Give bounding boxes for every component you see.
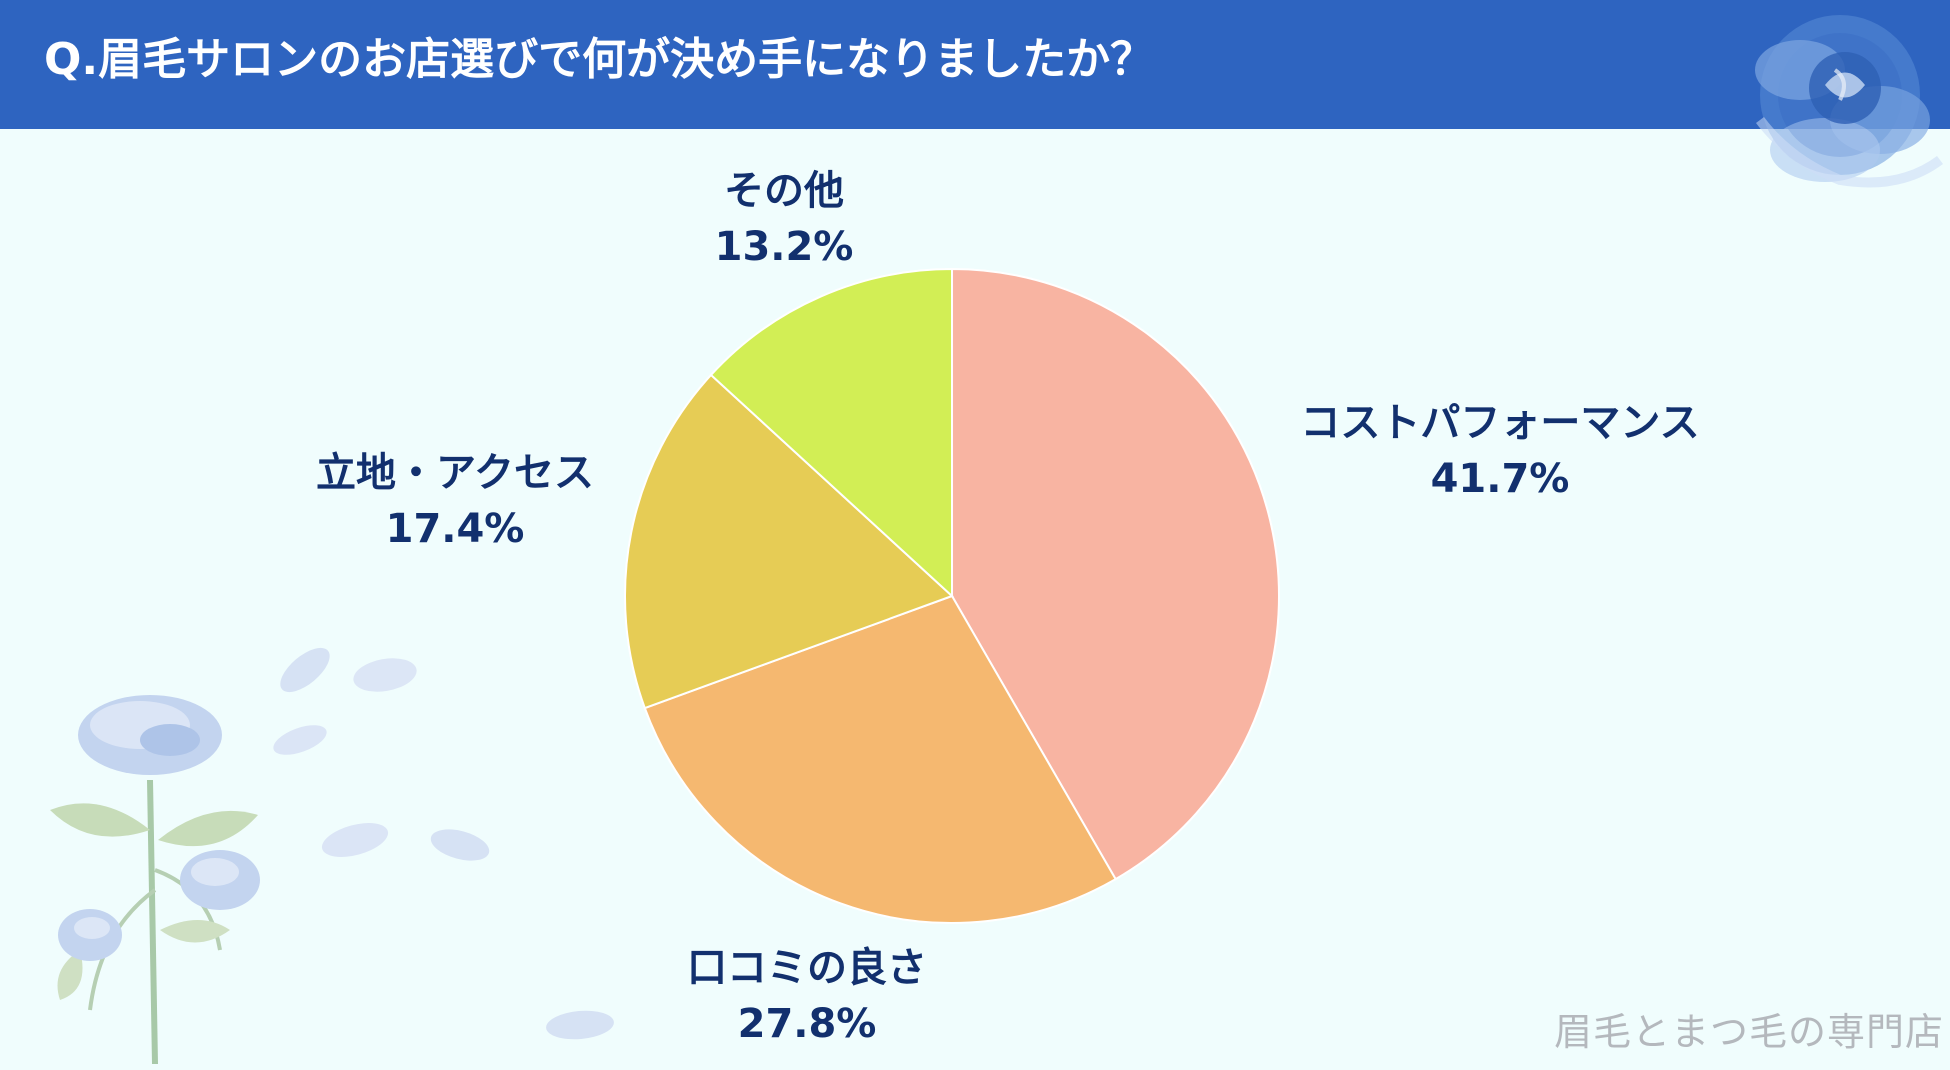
slice-reviews [643, 594, 1118, 924]
watermark: 眉毛とまつ毛の専門店 [1553, 1010, 1944, 1054]
petal-icon [273, 647, 614, 1040]
label-name: 口コミの良さ [687, 945, 927, 991]
blue-rose-stem-icon [50, 695, 260, 1064]
label-value: 41.7% [1430, 456, 1570, 502]
slice-other [709, 267, 953, 599]
label-name: コストパフォーマンス [1300, 400, 1700, 446]
label-value: 27.8% [737, 1001, 877, 1047]
label-name: 立地・アクセス [316, 450, 594, 496]
label-other: その他 13.2% [715, 163, 854, 275]
label-value: 13.2% [714, 224, 854, 270]
label-reviews: 口コミの良さ 27.8% [687, 940, 927, 1052]
label-cost-performance: コストパフォーマンス 41.7% [1300, 395, 1699, 507]
label-location-access: 立地・アクセス 17.4% [316, 445, 594, 557]
title-bar: Q.眉毛サロンのお店選びで何が決め手になりましたか？ [0, 0, 1950, 129]
label-name: その他 [724, 168, 844, 214]
blue-rose-icon [1755, 15, 1943, 188]
chart-title: Q.眉毛サロンのお店選びで何が決め手になりましたか？ [44, 34, 1155, 85]
label-value: 17.4% [385, 506, 525, 552]
slice-cost-performance [951, 267, 1280, 881]
slice-location-access [624, 373, 954, 710]
